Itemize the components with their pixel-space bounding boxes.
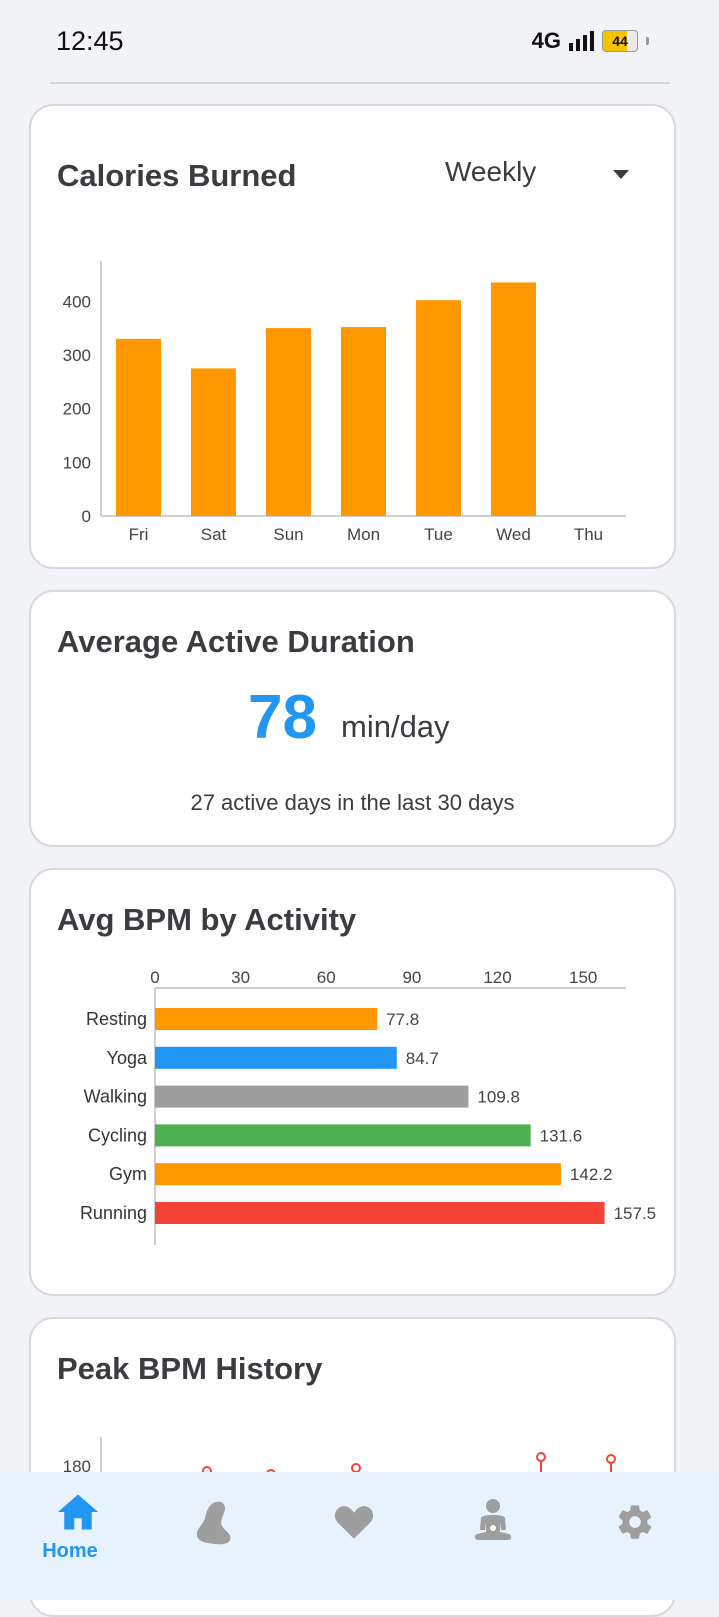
x-tick-label: Thu (574, 525, 603, 544)
bpm-bar (155, 1163, 561, 1186)
category-label: Yoga (107, 1048, 148, 1068)
bpm-activity-title: Avg BPM by Activity (57, 902, 357, 937)
category-label: Cycling (88, 1125, 147, 1145)
calories-bar (266, 328, 311, 516)
category-label: Gym (109, 1164, 147, 1184)
y-tick-label: 180 (63, 1457, 91, 1476)
nav-meditation[interactable] (455, 1472, 575, 1600)
duration-card: Average Active Duration 78 min/day 27 ac… (29, 590, 676, 847)
calories-chart: 0 100 200 300 400 Fri Sat Sun Mon Tue Wed Thu (63, 261, 626, 544)
status-time: 12:45 (56, 26, 124, 56)
calories-title: Calories Burned (57, 158, 297, 193)
bpm-activity-card: Avg BPM by Activity 0 30 60 90 120 150 Resting… (29, 868, 676, 1296)
peak-bpm-chart: 180 (63, 1437, 616, 1479)
period-dropdown-value: Weekly (445, 156, 537, 187)
calories-bar (341, 327, 386, 516)
x-tick-label: 150 (569, 968, 597, 987)
meditation-icon (474, 1499, 512, 1540)
category-label: Walking (84, 1087, 147, 1107)
peak-point (351, 1463, 361, 1473)
bottom-nav: Home (0, 1472, 719, 1600)
y-tick-label: 200 (63, 400, 91, 419)
peak-point (536, 1452, 546, 1462)
nav-settings[interactable] (595, 1472, 715, 1600)
x-tick-label: 0 (150, 968, 159, 987)
status-icons: 4G 44 (532, 28, 649, 54)
battery-icon: 44 (602, 30, 638, 52)
value-label: 84.7 (406, 1049, 439, 1068)
bpm-bar (155, 1008, 378, 1030)
duration-subtitle: 27 active days in the last 30 days (190, 790, 515, 815)
calories-card: Calories Burned Weekly 0 100 200 300 400 Fri S… (29, 104, 676, 569)
duration-title: Average Active Duration (57, 624, 415, 659)
duration-unit: min/day (341, 709, 450, 744)
period-dropdown[interactable]: Weekly (445, 156, 635, 196)
calories-bar (491, 282, 536, 516)
x-tick-label: Tue (424, 525, 453, 544)
x-tick-label: Sun (273, 525, 303, 544)
calories-bar (416, 300, 461, 516)
y-tick-label: 100 (63, 453, 91, 472)
nav-heart[interactable] (310, 1472, 430, 1600)
status-bar: 12:45 4G 44 (0, 0, 719, 80)
y-tick-label: 400 (63, 292, 91, 311)
calories-bar (191, 368, 236, 516)
x-tick-label: Sat (201, 525, 227, 544)
battery-level: 44 (612, 33, 628, 49)
bpm-bar (155, 1085, 469, 1108)
x-tick-label: Wed (496, 525, 531, 544)
category-label: Running (80, 1203, 147, 1223)
settings-icon (618, 1505, 652, 1539)
x-tick-label: 30 (231, 968, 250, 987)
bpm-bar (155, 1124, 531, 1147)
x-tick-label: Fri (129, 525, 149, 544)
header-divider (50, 82, 670, 84)
duration-value: 78 (248, 683, 317, 752)
value-label: 77.8 (386, 1010, 419, 1029)
y-tick-label: 300 (63, 346, 91, 365)
network-type: 4G (531, 28, 561, 53)
heart-icon (334, 1506, 374, 1539)
calories-bar (116, 338, 161, 516)
signal-icon (569, 31, 594, 51)
nav-home[interactable]: Home (0, 1472, 120, 1600)
home-icon (58, 1494, 98, 1530)
battery-tip (646, 37, 649, 45)
x-tick-label: Mon (347, 525, 380, 544)
value-label: 131.6 (540, 1126, 583, 1145)
y-tick-label: 0 (82, 507, 91, 526)
bpm-bar (155, 1046, 397, 1069)
value-label: 157.5 (614, 1204, 657, 1223)
category-label: Resting (86, 1009, 147, 1029)
bpm-activity-chart: 0 30 60 90 120 150 Resting 77.8 Yoga 84.7 Walking 1… (80, 968, 657, 1245)
nav-home-label: Home (42, 1540, 98, 1562)
value-label: 109.8 (477, 1088, 520, 1107)
footprint-icon (196, 1501, 231, 1545)
peak-point (606, 1454, 616, 1464)
x-tick-label: 120 (483, 968, 511, 987)
peak-bpm-title: Peak BPM History (57, 1351, 323, 1386)
chevron-down-icon (613, 170, 629, 179)
x-tick-label: 90 (402, 968, 421, 987)
x-tick-label: 60 (317, 968, 336, 987)
value-label: 142.2 (570, 1165, 613, 1184)
bpm-bar (155, 1202, 605, 1224)
nav-activity[interactable] (170, 1472, 290, 1600)
